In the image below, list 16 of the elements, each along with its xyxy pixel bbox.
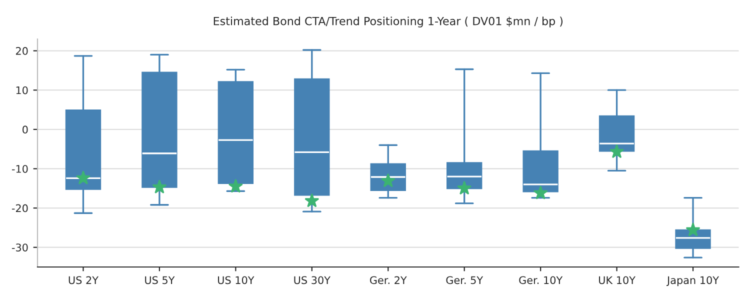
y-tick-label: 20	[16, 47, 28, 55]
x-tick-label: Japan 10Y	[666, 276, 720, 286]
x-tick-label: Ger. 2Y	[370, 276, 407, 284]
x-tick-label: US 2Y	[68, 276, 99, 284]
y-tick-label: -30	[12, 244, 28, 252]
x-tick-label: US 30Y	[294, 276, 331, 284]
x-tick-label: Ger. 10Y	[519, 276, 563, 284]
y-tick-label: 0	[22, 126, 28, 134]
y-tick-label: -10	[12, 164, 28, 173]
x-tick-label: Ger. 5Y	[446, 276, 484, 284]
x-tick-label: US 5Y	[145, 276, 175, 284]
chart-title: Estimated Bond CTA/Trend Positioning 1-Year ( DV01 $mn / bp )	[214, 16, 563, 28]
y-tick-label: -20	[12, 204, 28, 212]
x-tick-label: UK 10Y	[599, 276, 636, 284]
x-tick-label: US 10Y	[218, 276, 254, 284]
y-tick-label: 10	[16, 86, 28, 94]
